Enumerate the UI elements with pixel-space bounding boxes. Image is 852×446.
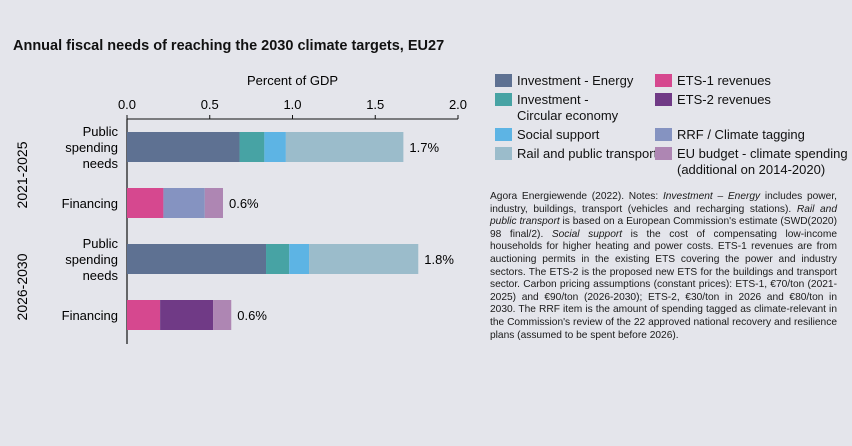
- bar-segment: [127, 188, 164, 218]
- legend-item: EU budget - climate spending (additional …: [655, 146, 848, 178]
- total-label: 1.7%: [409, 140, 439, 155]
- bar-segment: [264, 132, 286, 162]
- legend-swatch: [495, 93, 512, 106]
- legend-swatch: [655, 74, 672, 87]
- legend-label: Social support: [517, 127, 600, 142]
- legend-label: Investment - Energy: [517, 73, 634, 88]
- bar-segment: [127, 244, 267, 274]
- legend-item: ETS-2 revenues: [655, 92, 771, 108]
- legend-label: EU budget - climate spending (additional …: [677, 146, 848, 177]
- bar-segment: [204, 188, 223, 218]
- legend-label: RRF / Climate tagging: [677, 127, 805, 142]
- legend-swatch: [655, 147, 672, 160]
- bar-segment: [160, 300, 214, 330]
- legend-swatch: [655, 128, 672, 141]
- total-label: 0.6%: [237, 308, 267, 323]
- notes-term: Rail and public transport: [490, 203, 837, 228]
- legend-item: Social support: [495, 127, 599, 143]
- notes-text: is the cost of compensating low-income h…: [490, 228, 837, 341]
- category-label: spending: [65, 140, 118, 155]
- legend-item: RRF / Climate tagging: [655, 127, 805, 143]
- chart-title: Annual fiscal needs of reaching the 2030…: [13, 38, 445, 54]
- legend-label: ETS-1 revenues: [677, 73, 771, 88]
- legend-swatch: [495, 147, 512, 160]
- bar-segment: [163, 188, 205, 218]
- group-label: 2026-2030: [14, 253, 30, 320]
- x-tick-label: 1.5: [366, 97, 384, 112]
- legend-item: Investment - Circular economy: [495, 92, 618, 124]
- legend-swatch: [495, 74, 512, 87]
- category-label: Financing: [62, 196, 118, 211]
- bar-segment: [127, 300, 161, 330]
- group-label: 2021-2025: [14, 141, 30, 208]
- x-axis-label: Percent of GDP: [247, 73, 338, 88]
- bar-segment: [289, 244, 310, 274]
- category-label: Public: [83, 124, 119, 139]
- legend-swatch: [655, 93, 672, 106]
- bar-segment: [213, 300, 232, 330]
- chart-notes: Agora Energiewende (2022). Notes: Invest…: [490, 191, 837, 342]
- category-label: spending: [65, 252, 118, 267]
- notes-term: Social support: [551, 228, 623, 240]
- notes-text: is based on a European Commission's esti…: [490, 216, 837, 240]
- bar-segment: [127, 132, 240, 162]
- legend-label: ETS-2 revenues: [677, 92, 771, 107]
- category-label: Public: [83, 236, 119, 251]
- legend-label: Rail and public transport: [517, 146, 658, 161]
- category-label: Financing: [62, 308, 118, 323]
- category-label: needs: [83, 268, 119, 283]
- category-label: needs: [83, 156, 119, 171]
- x-tick-label: 0.0: [118, 97, 136, 112]
- x-tick-label: 1.0: [283, 97, 301, 112]
- bar-segment: [285, 132, 404, 162]
- total-label: 0.6%: [229, 196, 259, 211]
- total-label: 1.8%: [424, 252, 454, 267]
- legend-swatch: [495, 128, 512, 141]
- x-tick-label: 0.5: [201, 97, 219, 112]
- legend-item: Rail and public transport: [495, 146, 657, 162]
- x-tick-label: 2.0: [449, 97, 467, 112]
- bar-segment: [309, 244, 419, 274]
- legend-item: Investment - Energy: [495, 73, 633, 89]
- bar-segment: [239, 132, 265, 162]
- notes-text: includes power, industry, buildings, tra…: [490, 191, 837, 215]
- legend-label: Investment - Circular economy: [517, 92, 619, 123]
- legend-item: ETS-1 revenues: [655, 73, 771, 89]
- notes-term: Investment – Energy: [662, 191, 761, 202]
- notes-text: Agora Energiewende (2022). Notes:: [490, 191, 663, 202]
- bar-segment: [266, 244, 290, 274]
